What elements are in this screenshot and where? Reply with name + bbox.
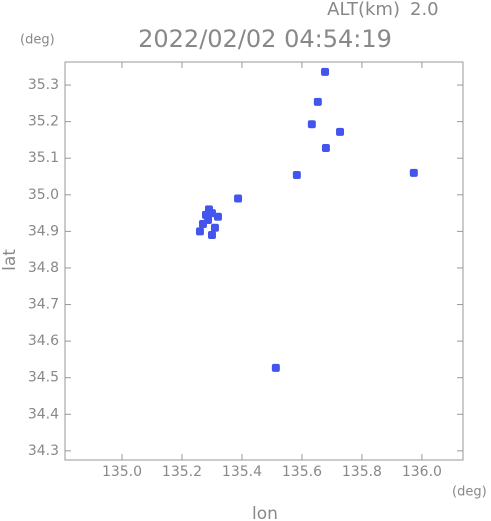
y-tick-label: 34.9 — [28, 223, 59, 239]
y-tick-label: 34.4 — [28, 406, 59, 422]
altitude-label: ALT(km) — [327, 0, 400, 20]
echo — [307, 120, 316, 129]
y-unit: (deg) — [20, 33, 55, 48]
echo — [210, 223, 219, 232]
x-tick-label: 135.8 — [342, 464, 382, 480]
x-tick-label: 135.6 — [282, 464, 322, 480]
echo — [213, 212, 222, 221]
altitude: 2.0 — [410, 0, 439, 20]
echo — [198, 220, 207, 229]
echo — [409, 168, 418, 177]
y-tick-label: 35.1 — [28, 150, 59, 166]
echo — [321, 67, 330, 76]
x-tick-label: 135.4 — [222, 464, 262, 480]
chart-title: 2022/02/02 04:54:19 — [138, 25, 392, 53]
y-tick-label: 34.8 — [28, 260, 59, 276]
x-axis-label: lon — [252, 504, 278, 521]
y-tick-label: 34.5 — [28, 370, 59, 386]
echo — [336, 127, 345, 136]
y-tick-label: 34.3 — [28, 443, 59, 459]
y-tick-label: 35.2 — [28, 114, 59, 130]
x-unit: (deg) — [452, 485, 487, 500]
echo — [313, 97, 322, 106]
y-tick-label: 35.3 — [28, 77, 59, 93]
y-tick-label: 34.7 — [28, 297, 59, 313]
echo — [271, 363, 280, 372]
echo — [207, 231, 216, 240]
y-tick-label: 34.6 — [28, 333, 59, 349]
echo — [195, 227, 204, 236]
x-tick-label: 135.0 — [102, 464, 142, 480]
echo — [292, 171, 301, 180]
x-tick-label: 136.0 — [402, 464, 442, 480]
echo — [201, 210, 210, 219]
y-axis-label: lat — [0, 249, 20, 271]
echo — [321, 143, 330, 152]
x-tick-label: 135.2 — [162, 464, 202, 480]
y-tick-label: 35.0 — [28, 187, 59, 203]
plot-frame — [64, 61, 464, 461]
echo — [234, 194, 243, 203]
